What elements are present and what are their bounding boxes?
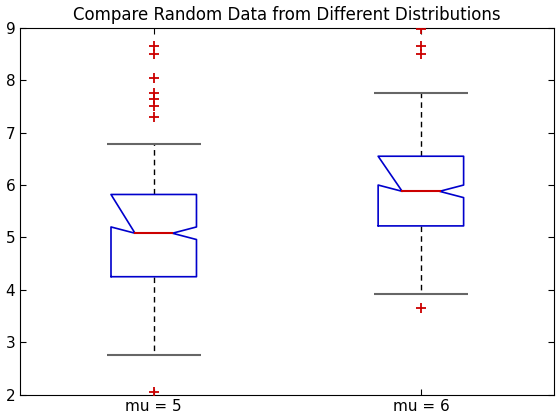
Title: Compare Random Data from Different Distributions: Compare Random Data from Different Distr… bbox=[73, 5, 501, 24]
